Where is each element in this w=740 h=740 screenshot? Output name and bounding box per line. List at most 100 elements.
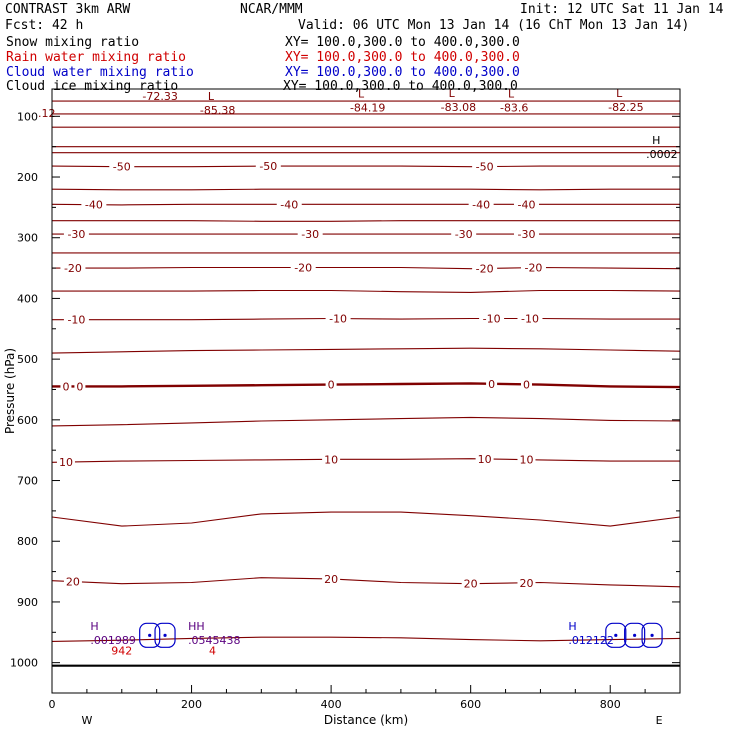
y-tick-label: 100 — [17, 110, 38, 123]
field-rain-xy: XY= 100.0,300.0 to 400.0,300.0 — [285, 50, 520, 65]
isotherm-line-16 — [52, 416, 680, 427]
isotherm-label: 10 — [519, 454, 533, 467]
field-rain-label: Rain water mixing ratio — [6, 50, 187, 65]
isotherm-label-bg — [60, 262, 86, 275]
cloud-water-center — [633, 633, 637, 637]
isotherm-label: -40 — [85, 199, 103, 212]
isotherm-label: 0 — [76, 380, 83, 393]
isotherm-label: -30 — [518, 228, 536, 241]
isotherm-label-bg — [468, 198, 494, 211]
isotherm-label-bg — [109, 160, 135, 173]
organization-label: NCAR/MMM — [240, 2, 303, 17]
cloud-water-center — [614, 633, 618, 637]
isotherm-label-bg — [486, 377, 498, 390]
isotherm-line-17 — [52, 458, 680, 463]
isotherm-label-bg — [520, 378, 532, 391]
isotherm-label-bg — [63, 228, 89, 241]
isotherm-label-bg — [325, 312, 351, 325]
cloud-water-center — [650, 633, 654, 637]
mixing-ratio-max-value: .0545438 — [188, 634, 241, 647]
contour-value: -72.33 — [142, 90, 177, 103]
y-tick-label: 600 — [17, 414, 38, 427]
cloud-water-contour — [139, 622, 161, 648]
isotherm-label: -40 — [472, 198, 490, 211]
isotherm-line-6 — [52, 188, 680, 191]
isotherm-label: -30 — [455, 228, 473, 241]
isotherm-label: 0 — [523, 378, 530, 391]
isotherm-label: -40 — [280, 198, 298, 211]
isotherm-line-12 — [52, 289, 680, 293]
isotherm-line-13 — [52, 317, 680, 321]
isotherm-label: -50 — [113, 161, 131, 174]
y-tick-label: 300 — [17, 232, 38, 245]
valid-time: Valid: 06 UTC Mon 13 Jan 14 (16 ChT Mon … — [298, 18, 690, 33]
isotherm-label: 0 — [488, 378, 495, 391]
y-tick-label: 800 — [17, 535, 38, 548]
cloud-water-contour — [641, 622, 663, 648]
isotherm-label: 20 — [324, 573, 338, 586]
mixing-ratio-max-value: 4 — [209, 645, 216, 658]
isotherm-label-bg — [451, 228, 477, 241]
plot-frame — [51, 88, 681, 694]
field-cloud-ice-xy: XY= 100.0,300.0 to 400.0,300.0 — [283, 79, 518, 94]
isotherm-label: -30 — [67, 228, 85, 241]
isotherm-label: -50 — [476, 161, 494, 174]
field-cloud-water-xy: XY= 100.0,300.0 to 400.0,300.0 — [285, 65, 520, 80]
isotherm-label-bg — [81, 198, 107, 211]
isotherm-line-5 — [52, 165, 680, 168]
cloud-water-contour — [624, 622, 646, 648]
cloud-water-center — [148, 633, 152, 637]
x-axis-title: Distance (km) — [324, 713, 408, 727]
y-axis-title: Pressure (hPa) — [3, 348, 17, 434]
isotherm-label-bg — [63, 313, 89, 326]
low-center-marker: L — [449, 87, 456, 100]
isotherm-label: 20 — [519, 577, 533, 590]
isotherm-label: -10 — [67, 314, 85, 327]
high-center-value: .0002 — [646, 148, 678, 161]
cloud-water-contour — [154, 622, 176, 648]
x-tick-label: 400 — [321, 698, 342, 711]
low-center-value: -83.6 — [500, 102, 528, 115]
mixing-ratio-max-value: 942 — [111, 645, 132, 658]
x-tick-label: 200 — [181, 698, 202, 711]
isotherm-label-bg — [517, 312, 543, 325]
x-tick-label: 800 — [600, 698, 621, 711]
isotherm-line-7 — [52, 203, 680, 206]
model-title: CONTRAST 3km ARW — [5, 2, 131, 17]
isotherm-label: 20 — [66, 576, 80, 589]
isotherm-label-bg — [517, 576, 536, 589]
x-tick-label: 0 — [49, 698, 56, 711]
field-snow-xy: XY= 100.0,300.0 to 400.0,300.0 — [285, 35, 520, 50]
isotherm-label-bg — [475, 452, 494, 465]
west-label: W — [81, 714, 92, 727]
mixing-ratio-max-value: .001989 — [90, 634, 136, 647]
y-tick-label: 900 — [17, 596, 38, 609]
y-tick-label: 200 — [17, 171, 38, 184]
isotherm-label: -10 — [329, 313, 347, 326]
isotherm-label-bg — [56, 456, 75, 469]
low-center-marker: L — [616, 87, 623, 100]
low-center-value: -83.08 — [441, 101, 476, 114]
isotherm-label-bg — [325, 378, 337, 391]
isotherm-label: 0 — [62, 380, 69, 393]
low-center-value: -84.19 — [350, 102, 385, 115]
field-cloud-ice-label: Cloud ice mixing ratio — [6, 79, 179, 94]
isotherm-label-bg — [63, 575, 82, 588]
isotherm-label-bg — [290, 261, 316, 274]
mixing-ratio-max-marker: HH — [188, 620, 205, 633]
isotherm-line-15 — [52, 382, 680, 389]
isotherm-label-bg — [255, 160, 281, 173]
isotherm-line-18 — [52, 511, 680, 527]
east-label: E — [656, 714, 663, 727]
isotherm-label: -20 — [476, 262, 494, 275]
forecast-hour: Fcst: 42 h — [5, 18, 84, 33]
low-center-value: -85.38 — [200, 104, 235, 117]
low-center-marker: L — [508, 88, 515, 101]
high-center-marker: H — [652, 134, 660, 147]
isotherm-label: -10 — [483, 312, 501, 325]
isotherm-label-bg — [276, 198, 302, 211]
field-cloud-water-label: Cloud water mixing ratio — [6, 65, 194, 80]
low-center-marker: L — [358, 88, 365, 101]
